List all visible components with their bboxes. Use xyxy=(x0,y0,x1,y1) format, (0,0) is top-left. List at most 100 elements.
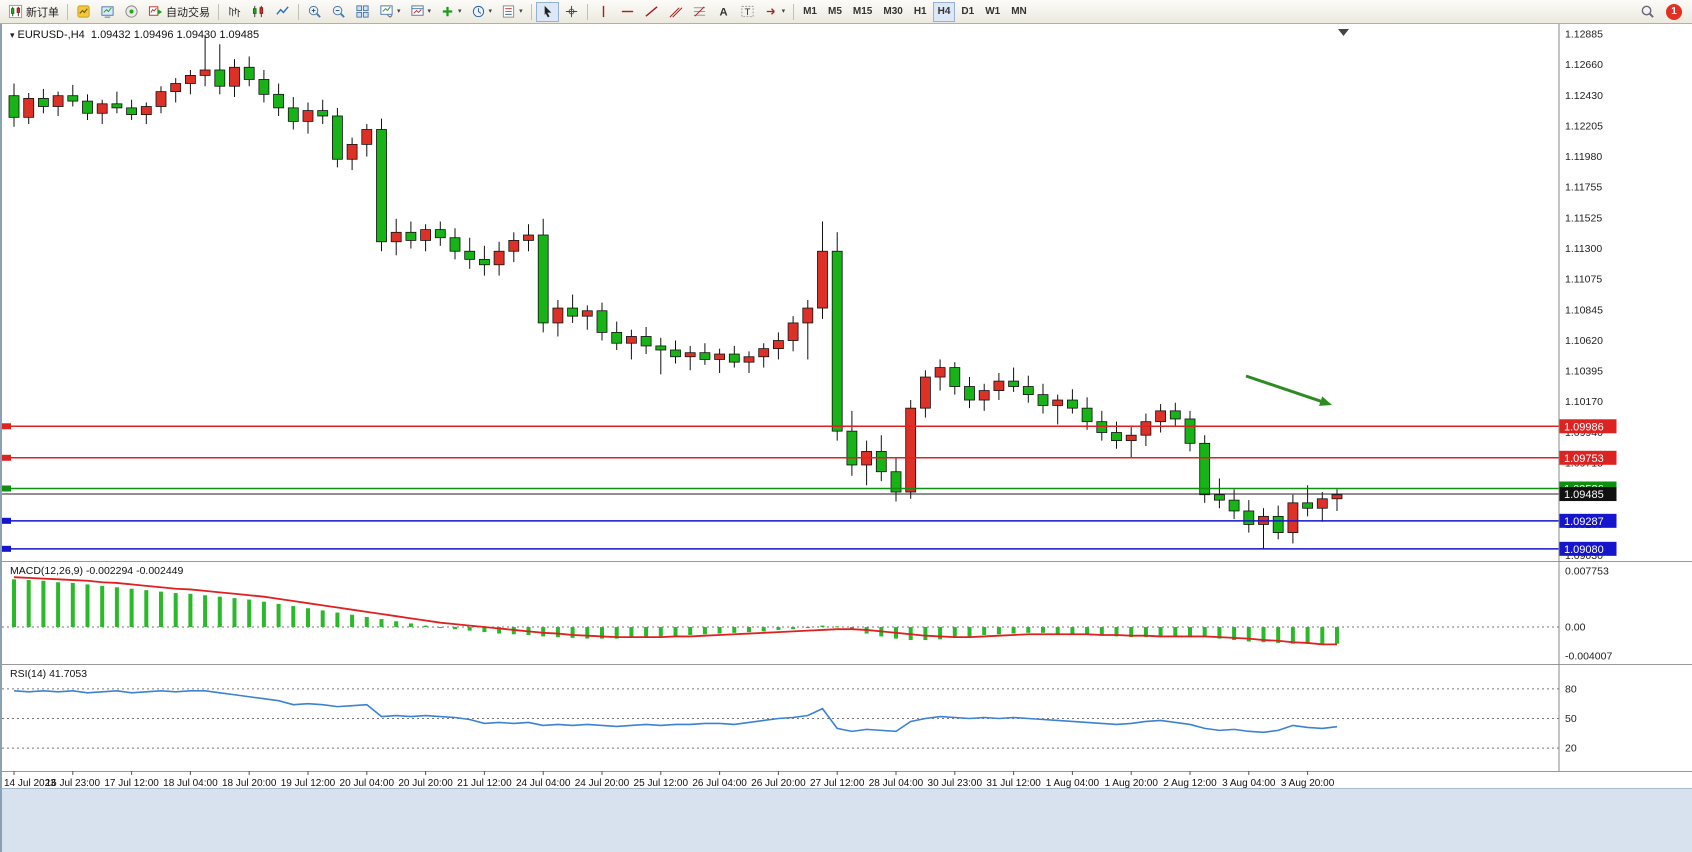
candle xyxy=(493,250,505,266)
price-axis-label: 1.11980 xyxy=(1565,151,1602,163)
shapes-arrows-button[interactable]: ▾ xyxy=(760,2,790,22)
candle xyxy=(449,237,461,252)
candle xyxy=(405,231,417,241)
candle xyxy=(1214,494,1225,501)
svg-text:1.09080: 1.09080 xyxy=(1564,544,1604,556)
price-tag xyxy=(1559,450,1617,465)
rsi-line xyxy=(13,690,1338,734)
cursor-button[interactable] xyxy=(535,1,559,22)
market-watch-icon xyxy=(76,4,91,19)
templates-button[interactable]: ▾ xyxy=(497,2,527,22)
navigator-icon xyxy=(124,4,139,19)
macd-histogram-bar xyxy=(688,627,693,635)
candle xyxy=(934,367,946,378)
time-axis-label: 17 Jul 12:00 xyxy=(104,778,159,788)
candle xyxy=(728,353,740,363)
chart-symbol-period: EURUSD-,H4 xyxy=(17,29,85,41)
chart-window-button[interactable]: ▾ xyxy=(406,2,436,22)
search-button[interactable] xyxy=(1636,2,1659,22)
macd-histogram-bar xyxy=(320,610,325,628)
equidistant-channel-button[interactable] xyxy=(664,2,687,22)
candle xyxy=(655,345,667,351)
macd-histogram-bar xyxy=(497,627,502,634)
candle xyxy=(552,307,564,324)
one-click-trading-toggle[interactable]: ▾ xyxy=(10,30,15,40)
data-window-button[interactable] xyxy=(96,2,119,22)
arrow-object[interactable] xyxy=(1245,374,1325,404)
candle xyxy=(390,231,402,243)
toolbar-separator xyxy=(218,3,219,20)
zoom-in-button[interactable] xyxy=(303,2,326,22)
horizontal-line-button[interactable] xyxy=(616,2,639,22)
macd-label: MACD(12,26,9) -0.002294 -0.002449 xyxy=(10,565,184,577)
line-chart-icon xyxy=(275,4,290,19)
bar-chart-button[interactable] xyxy=(223,2,246,22)
macd-histogram-bar xyxy=(1026,627,1031,633)
timeframe-mn-button[interactable]: MN xyxy=(1006,2,1032,22)
macd-signal-line xyxy=(13,576,1337,646)
text-button[interactable]: A xyxy=(712,2,735,22)
macd-histogram-bar xyxy=(1335,627,1339,644)
macd-histogram-bar xyxy=(1041,627,1045,633)
navigator-button[interactable] xyxy=(120,2,143,22)
trendline-button[interactable] xyxy=(640,2,663,22)
chart-shift-marker[interactable] xyxy=(1338,29,1349,36)
timeframe-m15-button[interactable]: M15 xyxy=(848,2,877,22)
window-bottom-band xyxy=(0,788,1692,852)
price-axis-label: 1.11755 xyxy=(1565,181,1602,193)
toolbar-separator xyxy=(67,3,68,20)
macd-histogram-bar xyxy=(188,593,193,628)
candle xyxy=(478,258,490,266)
line-chart-button[interactable] xyxy=(271,2,294,22)
periods-button[interactable]: ▾ xyxy=(467,2,497,22)
text-label-button[interactable]: T xyxy=(736,2,759,22)
time-axis[interactable] xyxy=(2,771,1692,788)
time-axis-label: 26 Jul 20:00 xyxy=(751,778,806,788)
timeframe-d1-button[interactable]: D1 xyxy=(956,2,979,22)
price-axis-label: 1.10170 xyxy=(1565,396,1603,408)
candle xyxy=(1022,386,1034,396)
timeframe-m30-button[interactable]: M30 xyxy=(878,2,907,22)
chart-canvas[interactable]: 1.12885 1.12660 1.12430 1.12205 1.11980 1.117… xyxy=(2,24,1692,788)
svg-text:1.09986: 1.09986 xyxy=(1564,421,1604,433)
arrange-windows-icon xyxy=(379,4,394,19)
rsi-level-label: 50 xyxy=(1565,713,1577,725)
macd-histogram-bar xyxy=(1261,627,1266,643)
candle xyxy=(184,75,196,84)
candle xyxy=(1125,434,1137,442)
time-axis-label: 3 Aug 20:00 xyxy=(1281,778,1335,788)
macd-histogram-bar xyxy=(1070,627,1075,635)
zoom-out-button[interactable] xyxy=(327,2,350,22)
vertical-line-button[interactable] xyxy=(592,2,615,22)
candle xyxy=(317,110,329,117)
price-axis-label: 1.12430 xyxy=(1565,90,1603,102)
macd-histogram-bar xyxy=(1085,627,1090,635)
chart-window[interactable]: 1.12885 1.12660 1.12430 1.12205 1.11980 1.117… xyxy=(0,24,1692,788)
candle xyxy=(1302,502,1313,509)
notification-badge[interactable]: 1 xyxy=(1666,3,1682,20)
indicators-button[interactable]: ▾ xyxy=(436,2,466,22)
price-axis[interactable] xyxy=(1559,24,1692,771)
tile-windows-button[interactable] xyxy=(351,2,374,22)
horizontal-line-icon xyxy=(620,4,635,19)
candle xyxy=(567,307,578,317)
autotrading-button[interactable]: 自动交易 xyxy=(144,2,214,22)
macd-histogram-bar xyxy=(1232,627,1237,641)
price-axis-label: 1.11300 xyxy=(1565,243,1602,255)
candlestick-chart-button[interactable] xyxy=(247,2,270,22)
timeframe-h4-button[interactable]: H4 xyxy=(932,1,956,22)
candle xyxy=(537,234,549,324)
new-order-label: 新订单 xyxy=(26,6,59,19)
fibonacci-button[interactable] xyxy=(688,2,711,22)
timeframe-m5-button[interactable]: M5 xyxy=(823,2,847,22)
new-order-button[interactable]: 新订单 xyxy=(4,2,63,22)
timeframe-w1-button[interactable]: W1 xyxy=(980,2,1005,22)
arrange-windows-button[interactable]: ▾ xyxy=(375,2,405,22)
hline-edge-marker xyxy=(2,485,11,492)
crosshair-button[interactable] xyxy=(560,2,583,22)
candle xyxy=(1287,502,1299,533)
timeframe-m1-button[interactable]: M1 xyxy=(798,2,822,22)
market-watch-button[interactable] xyxy=(72,2,95,22)
macd-histogram-bar xyxy=(144,590,149,628)
timeframe-h1-button[interactable]: H1 xyxy=(909,2,932,22)
